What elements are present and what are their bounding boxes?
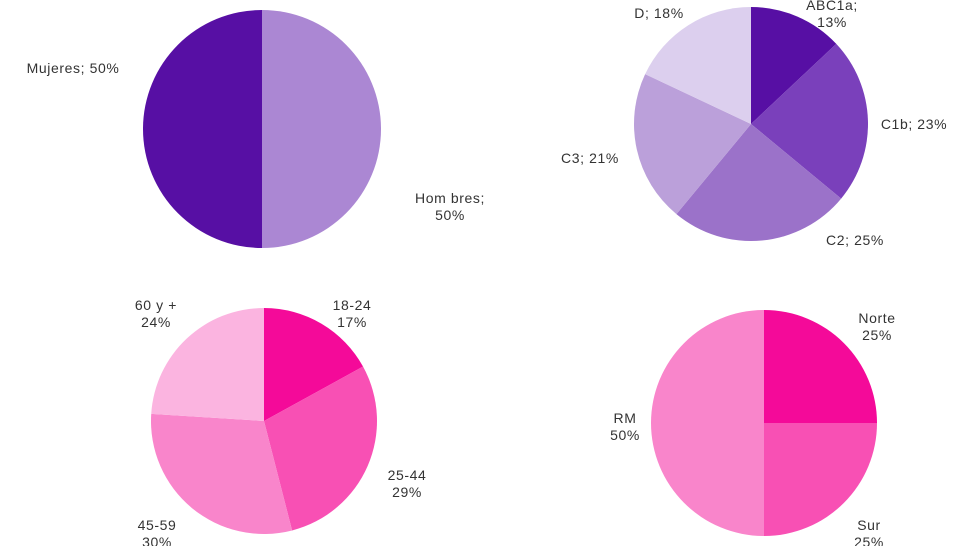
pie-slice-d — [645, 7, 751, 124]
slice-label-18-24: 18-24 17% — [333, 297, 372, 330]
pie-slice-hombres — [262, 10, 381, 248]
slice-label-45-59: 45-59 30% — [138, 517, 177, 546]
pie-slice-norte — [764, 310, 877, 423]
pie-slice-sur — [764, 423, 877, 536]
slice-label-c3: C3; 21% — [561, 150, 619, 166]
pie-chart-age: 18-24 17% 25-44 29% 45-59 30% 60 y +24% — [135, 297, 426, 546]
pie-slice-c1b — [751, 43, 869, 199]
slice-label-25-44: 25-44 29% — [388, 467, 427, 500]
pie-slice-c2 — [676, 124, 842, 242]
pie-slice-45-59 — [150, 413, 293, 535]
pie-slice-60-y — [151, 308, 264, 421]
slice-label-norte: Norte 25% — [858, 310, 895, 343]
pie-chart-gender: Hom bres; 50% Mujeres; 50% — [27, 10, 485, 248]
slice-label-mujeres: Mujeres; 50% — [27, 60, 120, 76]
pie-slice-abc1a — [751, 7, 837, 124]
pie-chart-socioeconomic: ABC1a; 13% C1b; 23% C2; 25% C3; 21% D; 18% — [561, 0, 947, 248]
slice-label-abc1a: ABC1a; 13% — [806, 0, 858, 30]
slice-label-hombres: Hom bres; 50% — [415, 190, 485, 223]
pie-chart-region: Norte 25% Sur 25% RM 50% — [610, 310, 895, 546]
slice-label-rm: RM 50% — [610, 410, 640, 443]
slice-label-d: D; 18% — [634, 5, 684, 21]
slice-label-sur: Sur 25% — [854, 517, 884, 546]
pie-slice-18-24 — [264, 308, 364, 421]
pie-slice-mujeres — [143, 10, 262, 248]
slice-label-c1b: C1b; 23% — [881, 116, 947, 132]
slice-label-c2: C2; 25% — [826, 232, 884, 248]
pie-slice-rm — [651, 310, 764, 536]
slice-label-60-y: 60 y +24% — [135, 297, 177, 330]
pie-slice-25-44 — [264, 366, 377, 531]
pie-slice-c3 — [634, 74, 751, 215]
